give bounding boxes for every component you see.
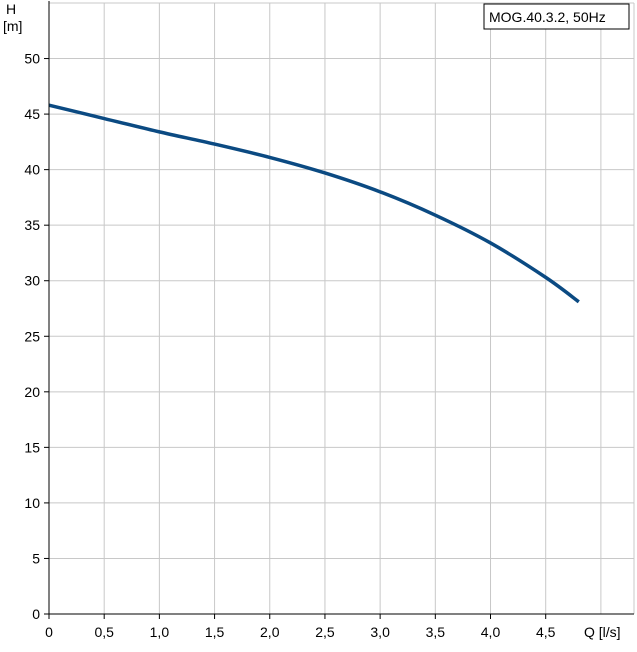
series-line — [48, 103, 580, 304]
y-tick-label: 40 — [24, 162, 40, 178]
y-axis-label-unit: [m] — [3, 18, 22, 34]
y-tick-label: 35 — [24, 217, 40, 233]
y-axis-label-symbol: H — [6, 1, 16, 17]
y-tick-label: 20 — [24, 384, 40, 400]
x-tick-labels: 0 0,5 1,0 1,5 2,0 2,5 3,0 3,5 4,0 4,5 — [45, 624, 556, 640]
x-tick-label: 2,5 — [315, 624, 335, 640]
y-tick-label: 0 — [32, 606, 40, 622]
x-tick-label: 1,5 — [205, 624, 225, 640]
x-tick-label: 2,0 — [260, 624, 280, 640]
legend-text: MOG.40.3.2, 50Hz — [489, 9, 606, 25]
series-layer — [48, 103, 580, 304]
x-tick-label: 4,0 — [481, 624, 501, 640]
x-tick-label: 0 — [45, 624, 53, 640]
axis-ticks — [44, 58, 547, 619]
x-tick-label: 1,0 — [150, 624, 170, 640]
y-tick-labels: 0 5 10 15 20 25 30 35 40 45 50 — [24, 51, 40, 622]
x-tick-label: 0,5 — [94, 624, 114, 640]
y-tick-label: 50 — [24, 51, 40, 67]
x-tick-label: 4,5 — [536, 624, 556, 640]
y-tick-label: 10 — [24, 495, 40, 511]
axes — [44, 1, 634, 615]
y-tick-label: 30 — [24, 273, 40, 289]
x-axis-label: Q [l/s] — [584, 624, 621, 640]
legend-box: MOG.40.3.2, 50Hz — [483, 3, 630, 30]
y-tick-label: 45 — [24, 106, 40, 122]
y-tick-label: 5 — [32, 550, 40, 566]
y-tick-label: 25 — [24, 328, 40, 344]
x-tick-label: 3,0 — [370, 624, 390, 640]
y-tick-label: 15 — [24, 439, 40, 455]
grid — [49, 2, 635, 614]
x-tick-label: 3,5 — [426, 624, 446, 640]
